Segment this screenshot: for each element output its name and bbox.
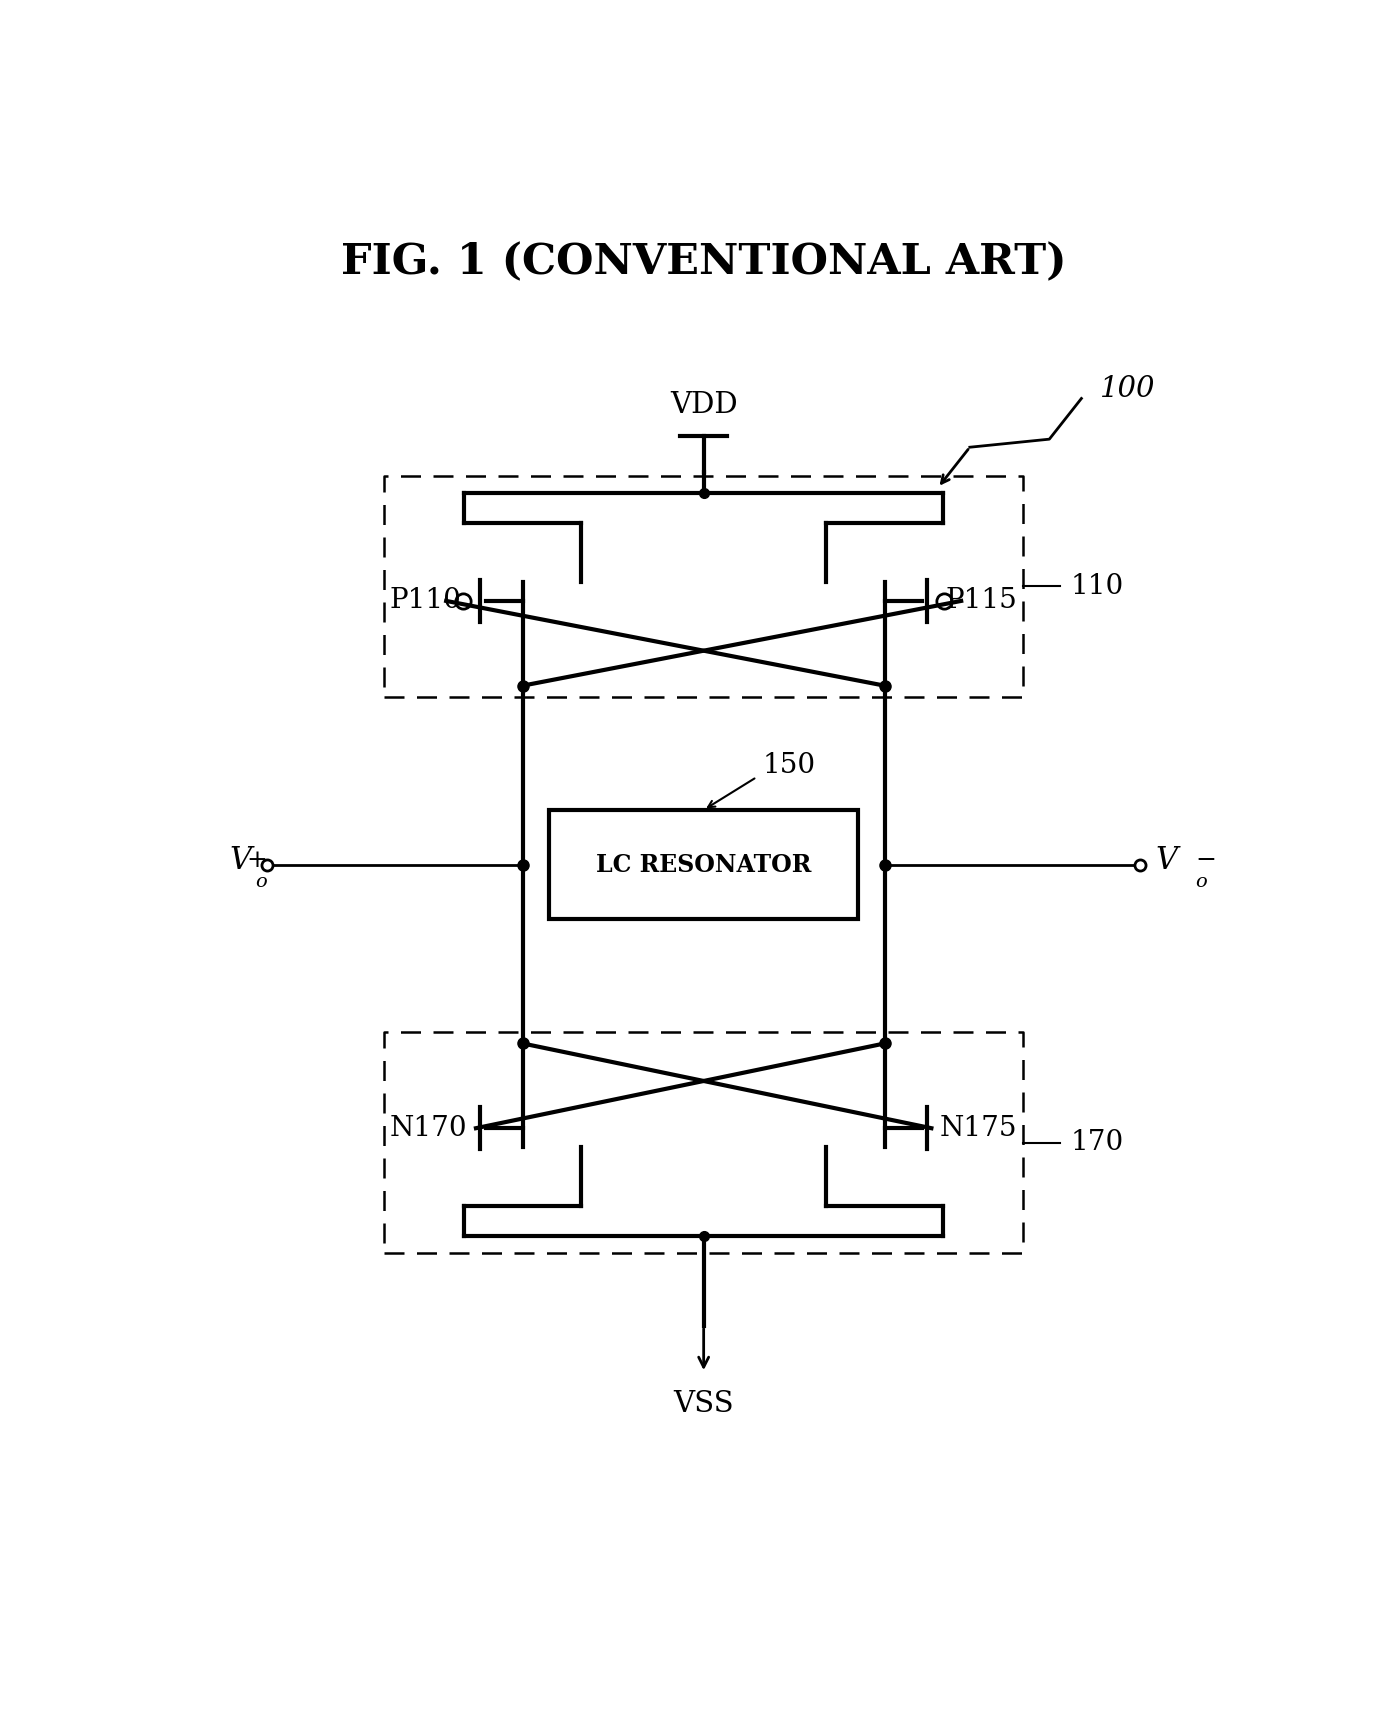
Text: P115: P115 bbox=[946, 587, 1017, 615]
Text: o: o bbox=[255, 873, 268, 890]
Text: N175: N175 bbox=[941, 1115, 1017, 1142]
Text: 100: 100 bbox=[1100, 375, 1155, 402]
Text: o: o bbox=[1196, 873, 1207, 890]
Text: +: + bbox=[247, 849, 268, 873]
Text: 170: 170 bbox=[1071, 1130, 1124, 1156]
Text: V: V bbox=[229, 846, 251, 877]
Text: V: V bbox=[1156, 846, 1178, 877]
Bar bbox=[549, 810, 858, 919]
Text: −: − bbox=[1196, 849, 1216, 873]
Text: LC RESONATOR: LC RESONATOR bbox=[596, 853, 811, 877]
Text: FIG. 1 (CONVENTIONAL ART): FIG. 1 (CONVENTIONAL ART) bbox=[341, 241, 1067, 282]
Text: VDD: VDD bbox=[670, 390, 737, 419]
Text: VSS: VSS bbox=[673, 1390, 735, 1418]
Text: P110: P110 bbox=[390, 587, 461, 615]
Text: 150: 150 bbox=[762, 752, 816, 779]
Text: 110: 110 bbox=[1071, 574, 1124, 599]
Text: N170: N170 bbox=[390, 1115, 467, 1142]
